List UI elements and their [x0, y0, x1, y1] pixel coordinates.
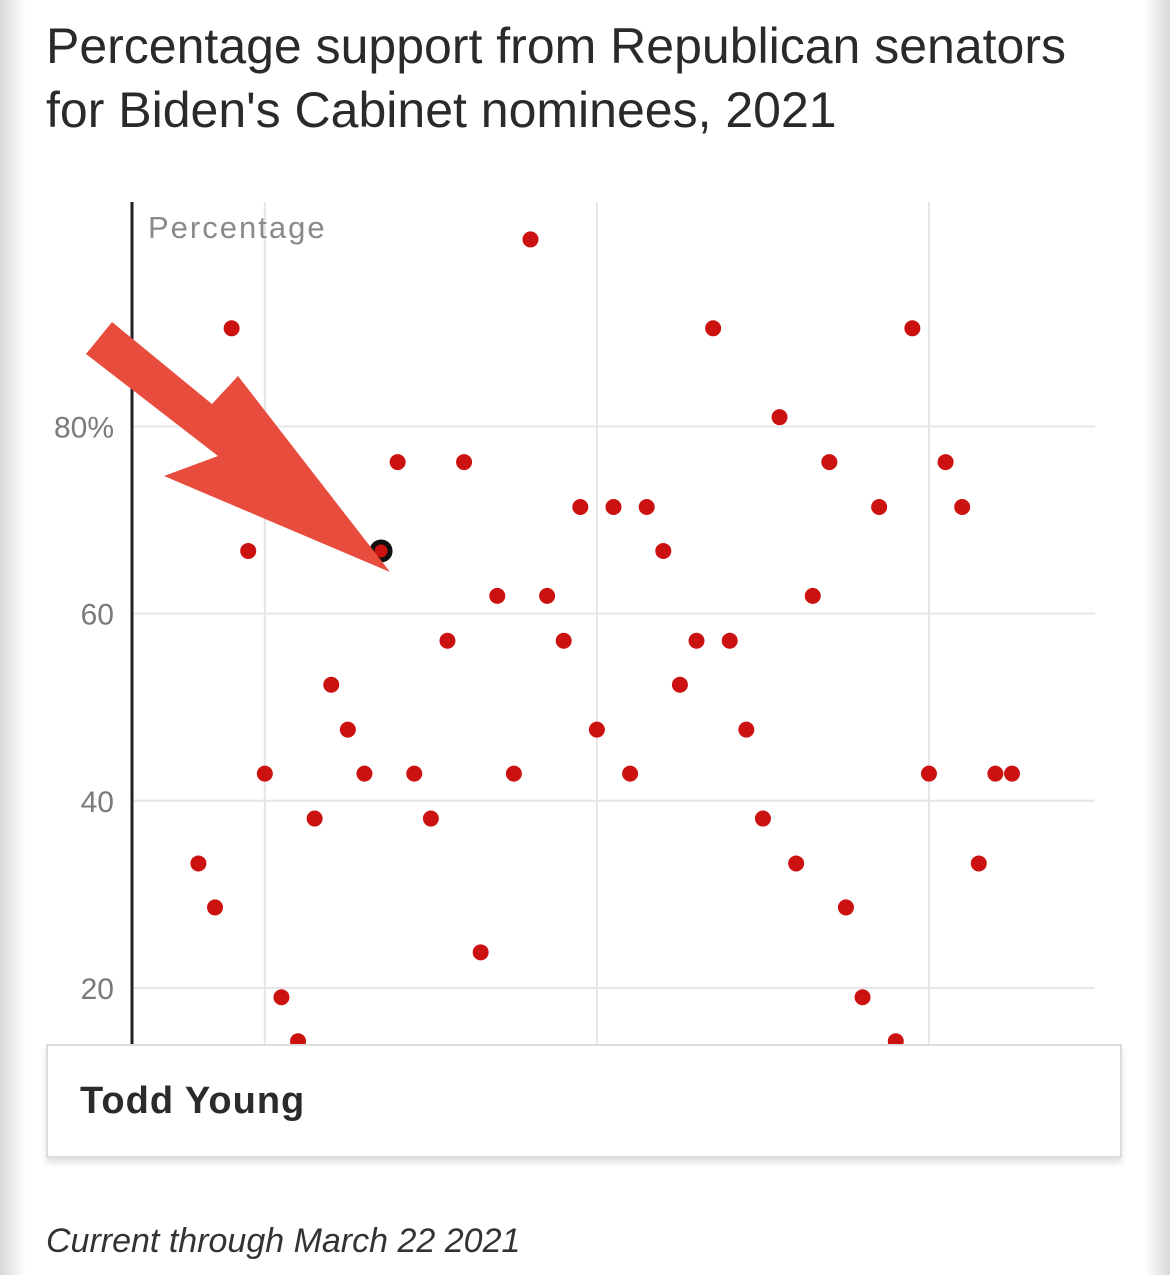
data-point[interactable]	[871, 498, 888, 515]
data-point[interactable]	[555, 632, 572, 649]
data-point[interactable]	[837, 899, 854, 916]
data-point[interactable]	[705, 320, 722, 337]
data-point[interactable]	[505, 765, 522, 782]
data-point[interactable]	[804, 587, 821, 604]
data-point[interactable]	[854, 989, 871, 1006]
data-point[interactable]	[522, 231, 539, 248]
data-point[interactable]	[389, 454, 406, 471]
data-point[interactable]	[954, 498, 971, 515]
y-tick-label: 80%	[54, 412, 114, 445]
y-tick-label: 60	[81, 599, 114, 632]
data-point[interactable]	[406, 765, 423, 782]
y-tick-label: 20	[81, 973, 114, 1006]
chart-title: Percentage support from Republican senat…	[46, 18, 1067, 138]
tooltip-senator-name: Todd Young	[80, 1080, 306, 1122]
data-point[interactable]	[422, 810, 439, 827]
data-point[interactable]	[223, 320, 240, 337]
dots-layer	[190, 231, 1020, 1050]
data-point[interactable]	[605, 498, 622, 515]
data-point[interactable]	[439, 632, 456, 649]
data-point[interactable]	[821, 454, 838, 471]
data-point[interactable]	[539, 587, 556, 604]
annotation-arrow	[86, 322, 390, 572]
data-point[interactable]	[788, 855, 805, 872]
data-point[interactable]	[771, 409, 788, 426]
data-point[interactable]	[588, 721, 605, 738]
data-point[interactable]	[920, 765, 937, 782]
data-point[interactable]	[339, 721, 356, 738]
data-point[interactable]	[937, 454, 954, 471]
footnote: Current through March 22 2021	[46, 1222, 521, 1260]
data-point[interactable]	[489, 587, 506, 604]
data-point[interactable]	[306, 810, 323, 827]
data-point[interactable]	[1003, 765, 1020, 782]
data-point[interactable]	[970, 855, 987, 872]
data-point[interactable]	[273, 989, 290, 1006]
right-edge-shadow	[1144, 0, 1170, 1275]
data-point[interactable]	[240, 542, 257, 559]
data-point[interactable]	[356, 765, 373, 782]
y-tick-label: 40	[81, 786, 114, 819]
data-point[interactable]	[323, 676, 340, 693]
tooltip-card: Todd Young	[46, 1044, 1122, 1158]
data-point[interactable]	[207, 899, 224, 916]
data-point[interactable]	[572, 498, 589, 515]
data-point[interactable]	[190, 855, 207, 872]
data-point[interactable]	[655, 542, 672, 559]
data-point[interactable]	[738, 721, 755, 738]
data-point[interactable]	[688, 632, 705, 649]
y-axis-label: Percentage	[148, 210, 327, 245]
data-point[interactable]	[622, 765, 639, 782]
data-point[interactable]	[754, 810, 771, 827]
grid-layer: 20 40 60 80%	[54, 202, 1095, 1044]
red-arrow-icon	[86, 322, 390, 572]
data-point[interactable]	[987, 765, 1004, 782]
left-edge-shadow	[0, 0, 26, 1275]
data-point[interactable]	[904, 320, 921, 337]
data-point[interactable]	[456, 454, 473, 471]
data-point[interactable]	[721, 632, 738, 649]
data-point[interactable]	[671, 676, 688, 693]
data-point[interactable]	[638, 498, 655, 515]
data-point[interactable]	[256, 765, 273, 782]
data-point[interactable]	[472, 944, 489, 961]
